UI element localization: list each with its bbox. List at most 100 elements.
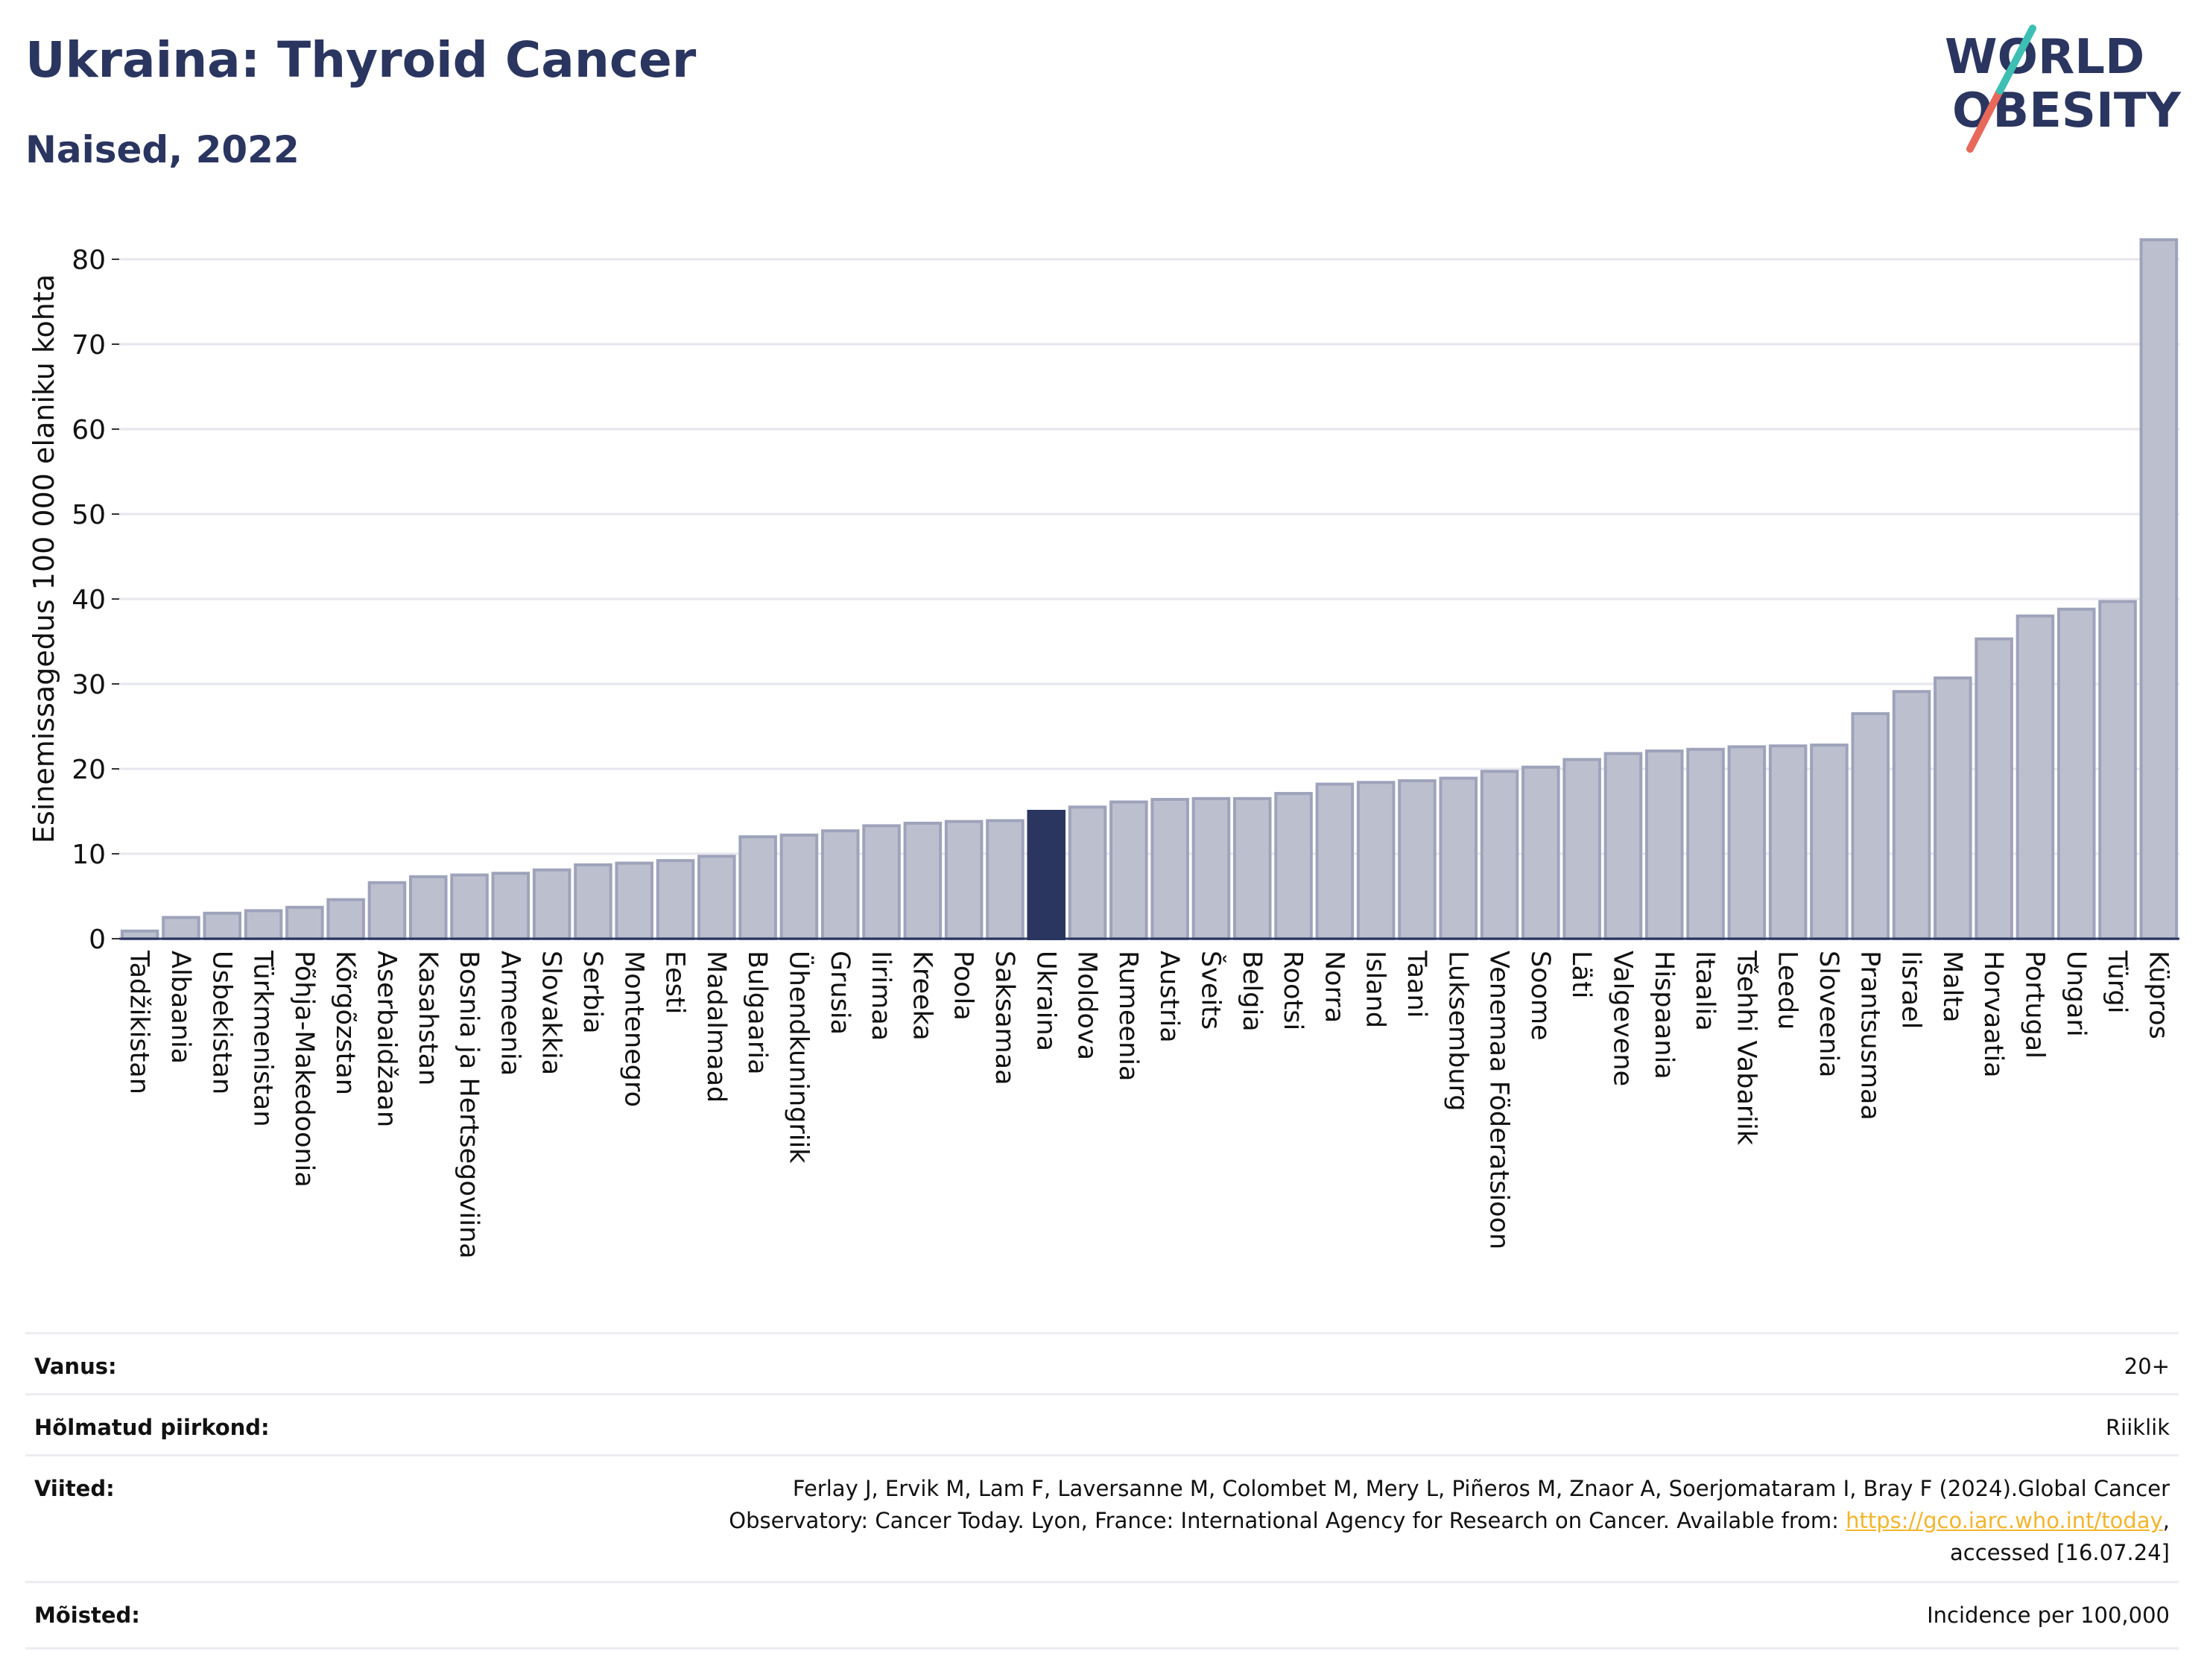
bar-prantsusmaa [1851,711,1890,941]
info-row-definitions: Mõisted: Incidence per 100,000 [25,1581,2179,1649]
x-tick-label: Türkmenistan [248,950,278,1127]
bar-malta [1934,676,1972,941]
axes: 0 10 20 30 40 50 60 70 80 Tadžikistan Albaania Usbe… [72,245,2179,1259]
x-tick-label: Bulgaaria [742,951,772,1075]
bar-iisrael [1892,690,1931,940]
logo-slash-red [1966,87,2004,153]
x-tick-label: Kõrgõzstan [330,951,360,1095]
bar-kasahstan [408,875,448,941]
y-tick-label: 30 [72,670,106,700]
bar-rootsi [1274,792,1313,941]
definitions-label: Mõisted: [34,1603,140,1628]
x-tick-label: Valgevene [1607,951,1637,1086]
region-value: Riiklik [2106,1415,2170,1440]
x-tick-label: Türgi [2102,950,2132,1013]
references-label: Viited: [34,1476,115,1501]
bar-chart: 0 10 20 30 40 50 60 70 80 Tadžikistan Albaania Usbe… [28,238,2179,1259]
y-tick-label: 10 [72,840,106,870]
x-tick-label: Hispaania [1649,951,1679,1080]
x-tick-label: Venemaa Föderatsioon [1484,951,1514,1249]
bar-island [1356,781,1396,940]
x-tick-label: Portugal [2019,951,2049,1059]
info-row-references: Viited: Ferlay J, Ervik M, Lam F, Lavers… [25,1454,2179,1583]
bar-iirimaa [862,824,901,940]
bar-taani [1398,779,1437,940]
bar-austria [1150,798,1189,941]
bar-valgevene [1603,752,1643,940]
x-tick-label: Iirimaa [866,951,896,1041]
bar-põhja-makedoonia [285,905,324,940]
logo-slash-teal [1996,25,2036,95]
bar-horvaatia [1975,637,2013,941]
x-tick-label: Tšehhi Vabariik [1731,950,1761,1146]
bar-serbia [574,863,612,940]
y-tick-label: 0 [89,925,106,955]
x-tick-label: Usbekistan [206,951,236,1094]
x-tick-label: Tadžikistan [124,950,154,1094]
info-row-age: Vanus: 20+ [25,1332,2179,1395]
x-tick-label: Itaalia [1690,951,1720,1031]
bar-leedu [1768,744,1808,940]
x-tick-label: Horvaatia [1978,951,2008,1078]
bar-türgi [2098,600,2137,940]
bar-kreeka [903,821,943,940]
x-tick-label: Madalmaad [701,951,731,1103]
bar-läti [1562,758,1601,941]
age-label: Vanus: [34,1354,117,1379]
x-tick-label: Aserbaidžaan [371,951,401,1127]
bars [120,238,2179,941]
bar-bulgaaria [738,835,777,940]
x-tick-label: Luksemburg [1443,951,1472,1112]
x-tick-label: Soome [1525,951,1555,1041]
x-tick-label: Prantsusmaa [1855,951,1884,1120]
x-tick-label: Slovakkia [536,951,566,1075]
bar-soome [1521,765,1560,940]
definitions-value: Incidence per 100,000 [1927,1603,2170,1628]
y-tick-label: 60 [72,415,106,446]
bar-türkmenistan [244,909,283,941]
age-value: 20+ [2124,1354,2170,1379]
bar-tšehhi-vabariik [1727,745,1767,940]
bar-küpros [2139,238,2179,940]
x-tick-label: Belgia [1237,951,1267,1032]
references-line-1: Ferlay J, Ervik M, Lam F, Laversanne M, … [792,1476,2170,1501]
bar-grusia [820,829,860,940]
bar-ungari [2056,607,2096,940]
bar-ühendkuningriik [779,833,819,941]
y-tick-label: 40 [72,585,106,615]
bar-tadžikistan [120,929,159,940]
x-tick-label: Saksamaa [989,951,1019,1085]
bar-poola [944,820,984,941]
references-link[interactable]: https://gco.iarc.who.int/today [1846,1508,2163,1533]
bar-hispaania [1644,749,1684,940]
x-tick-label: Montenegro [618,951,648,1107]
x-tick-label: Leedu [1773,951,1802,1030]
bar-sloveenia [1810,744,1849,941]
x-tick-label: Austria [1154,951,1184,1043]
x-tick-label: Moldova [1072,951,1102,1060]
region-label: Hõlmatud piirkond: [34,1415,270,1440]
bar-bosnia-ja-hertsegoviina [450,873,489,940]
x-tick-label: Kreeka [907,951,937,1041]
bar-portugal [2015,614,2055,940]
x-tick-label: Grusia [825,951,855,1035]
x-tick-label: Malta [1937,951,1967,1023]
x-tick-label: Põhja-Makedoonia [289,951,319,1188]
bar-šveits [1191,796,1231,941]
chart-title: Ukraina: Thyroid Cancer [25,31,697,89]
x-tick-label: Armeenia [495,951,525,1076]
bar-saksamaa [986,819,1025,941]
world-obesity-logo: WORLD OBESITY [1945,25,2181,153]
x-tick-label: Ühendkuningriik [783,951,814,1164]
bar-venemaa-föderatsioon [1480,770,1519,941]
x-tick-label: Ukraina [1030,951,1060,1051]
bar-ukraina [1027,810,1066,940]
references-line-2: Observatory: Cancer Today. Lyon, France:… [729,1505,2170,1537]
bar-belgia [1232,796,1272,941]
x-tick-label: Šveits [1195,951,1226,1030]
x-tick-label: Küpros [2143,951,2173,1039]
y-tick-label: 80 [72,245,106,276]
chart-subtitle: Naised, 2022 [25,128,300,171]
bar-rumeenia [1109,800,1148,940]
y-tick-label: 70 [72,330,106,361]
